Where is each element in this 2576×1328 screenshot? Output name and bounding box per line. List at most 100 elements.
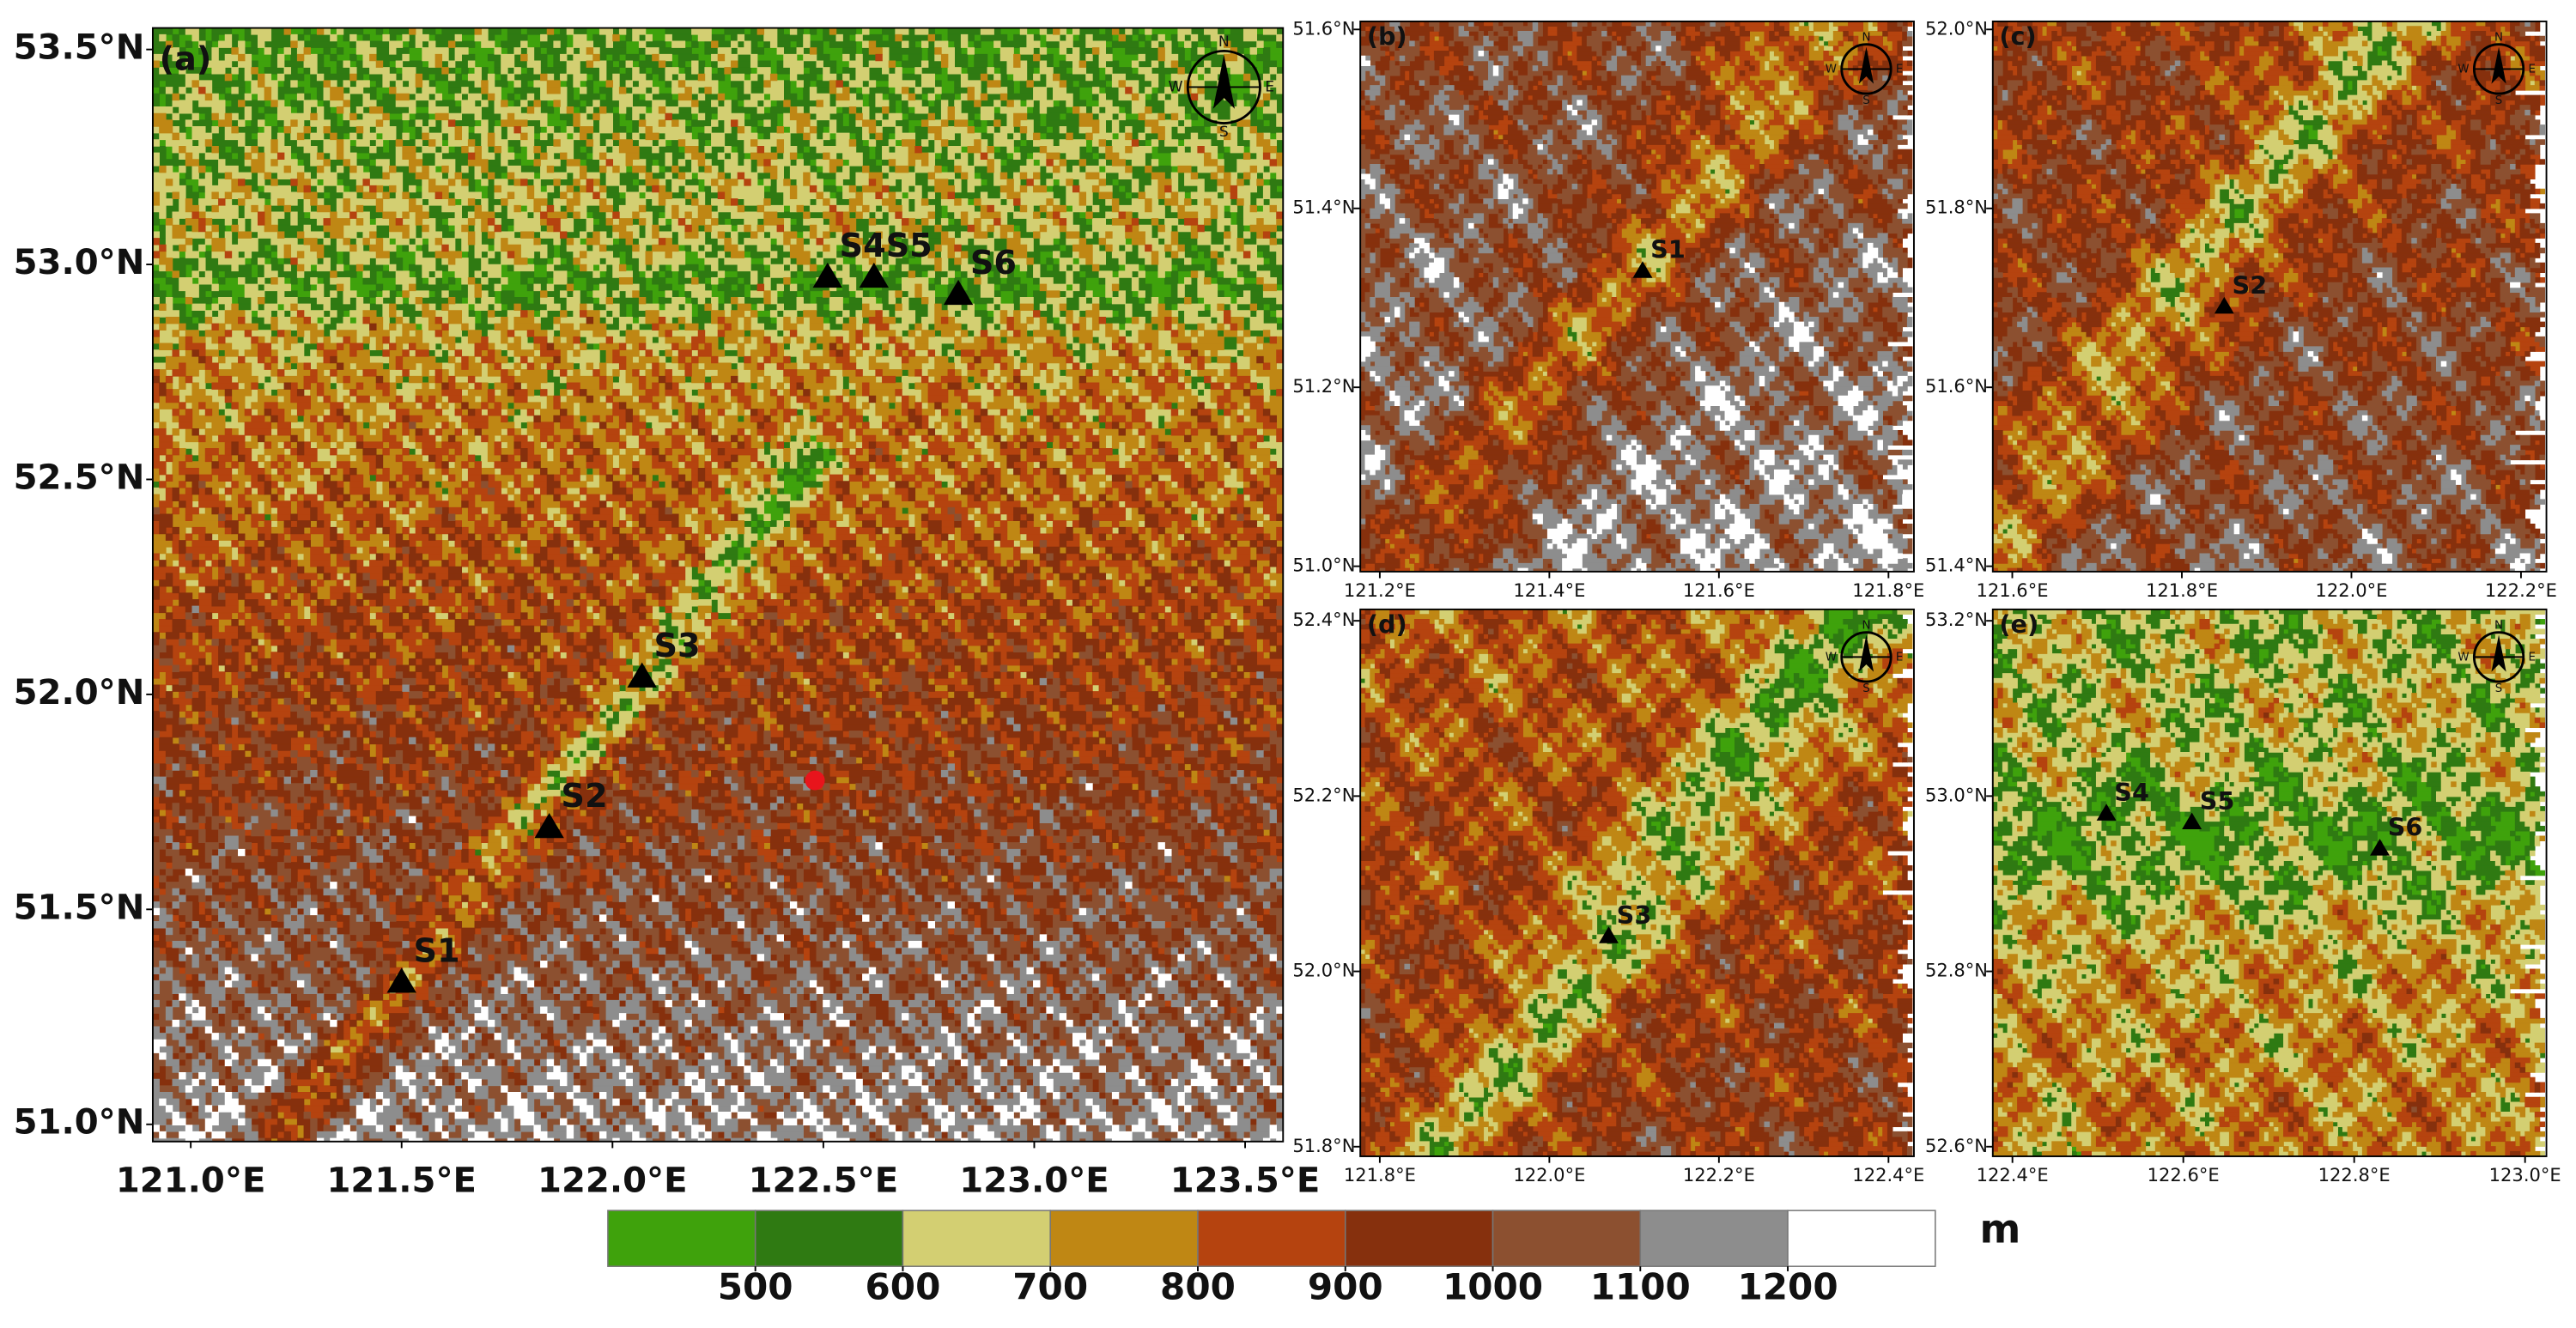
map-panel: (a) 121.0°E 121.5°E 122.0°E 122.5°E 123.0°E 12… — [14, 27, 1320, 1201]
colorbar-tick-label: 700 — [1012, 1265, 1088, 1307]
y-tick-label: 52.5°N — [14, 458, 145, 497]
elevation-zone — [152, 783, 1284, 1142]
y-tick-label: 52.0°N — [1292, 960, 1355, 981]
x-tick-label: 122.0°E — [538, 1161, 688, 1201]
compass-e: E — [1896, 651, 1903, 664]
compass-n: N — [2494, 620, 2503, 633]
compass-w: W — [1826, 63, 1837, 76]
x-tick-label: 122.4°E — [1977, 1164, 2049, 1185]
y-tick-label: 52.2°N — [1292, 784, 1355, 805]
panel-frame — [151, 27, 1285, 1143]
compass-n: N — [2494, 32, 2503, 45]
station-label: S3 — [653, 627, 700, 665]
colorbar-segment — [607, 1210, 756, 1267]
y-tick-label: 51.6°N — [1292, 17, 1355, 39]
x-tick-label: 122.0°E — [2315, 579, 2387, 601]
colorbar-segment — [1639, 1210, 1789, 1267]
colorbar-segment — [1197, 1210, 1346, 1267]
colorbar-segment — [1787, 1210, 1936, 1267]
x-tick-label: 121.4°E — [1513, 579, 1585, 601]
panel-label: (e) — [1999, 609, 2038, 639]
compass: N S W E — [1826, 620, 1904, 695]
panel-frame — [1991, 20, 2548, 573]
x-tick-label: 122.2°E — [2485, 579, 2557, 601]
colorbar-segment — [1344, 1210, 1494, 1267]
x-tick-label: 123.0°E — [959, 1161, 1109, 1201]
compass-e: E — [1896, 63, 1903, 76]
terrain — [1992, 21, 2546, 572]
station-marker — [1632, 261, 1653, 278]
elevation-zone — [1360, 801, 1908, 1157]
site-point — [805, 770, 825, 791]
compass-w: W — [1169, 78, 1183, 95]
colorbar-segment — [1049, 1210, 1199, 1267]
compass-arrow — [1858, 46, 1874, 84]
x-tick-label: 121.0°E — [116, 1161, 266, 1201]
compass-n: N — [1218, 33, 1230, 51]
terrain — [152, 27, 1284, 1142]
compass-e: E — [2529, 63, 2536, 76]
panel-frame — [1359, 20, 1915, 573]
panel-frame — [1991, 608, 2548, 1157]
compass: N S W E — [1169, 33, 1275, 141]
station-label: S6 — [970, 244, 1017, 282]
station-marker — [2096, 803, 2117, 821]
colorbar-segment — [1492, 1210, 1642, 1267]
terrain — [1360, 609, 1913, 1157]
station-label: S4 — [840, 227, 886, 265]
compass-w: W — [1826, 651, 1837, 664]
x-tick-label: 121.6°E — [1976, 579, 2048, 601]
x-tick-label: 122.0°E — [1513, 1164, 1585, 1185]
y-tick-label: 52.4°N — [1292, 609, 1355, 630]
map-panel: (e) 122.4°E 122.6°E 122.8°E 123.0°E 52.6°N 52.… — [1925, 608, 2561, 1185]
station-label: S2 — [561, 777, 607, 816]
y-tick-label: 53.2°N — [1925, 609, 1988, 630]
compass-s: S — [1219, 124, 1229, 141]
compass: N S W E — [2458, 620, 2536, 695]
colorbar-segment — [902, 1210, 1051, 1267]
compass-s: S — [2495, 94, 2502, 107]
x-tick-label: 122.2°E — [1683, 1164, 1755, 1185]
y-tick-label: 51.5°N — [14, 888, 145, 927]
panel-frame — [1359, 608, 1915, 1157]
y-tick-label: 52.0°N — [1925, 17, 1988, 39]
station-marker — [2370, 839, 2391, 856]
compass-e: E — [1265, 78, 1274, 95]
compass: N S W E — [2458, 32, 2536, 107]
y-tick-label: 51.8°N — [1925, 197, 1988, 218]
map-panel: (c) 121.6°E 121.8°E 122.0°E 122.2°E 51.4°N 51.… — [1925, 17, 2557, 601]
x-tick-label: 122.4°E — [1852, 1164, 1924, 1185]
x-tick-label: 122.6°E — [2148, 1164, 2220, 1185]
x-tick-label: 121.8°E — [1852, 579, 1924, 601]
station-label: S5 — [2200, 786, 2235, 816]
x-tick-label: 121.6°E — [1683, 579, 1755, 601]
colorbar: m 500 600 700 800 900 1000 1100 1200 — [607, 1206, 2020, 1307]
station-marker — [859, 262, 890, 288]
colorbar-tick-label: 500 — [718, 1265, 793, 1307]
terrain — [1992, 609, 2546, 1157]
station-label: S6 — [2388, 813, 2423, 842]
elevation-zone — [1992, 713, 2541, 1157]
station-marker — [943, 279, 974, 306]
compass-e: E — [2529, 651, 2536, 664]
compass-n: N — [1862, 620, 1870, 633]
compass: N S W E — [1826, 32, 1904, 107]
station-label: S5 — [886, 227, 933, 265]
y-tick-label: 51.6°N — [1925, 375, 1988, 397]
compass-s: S — [1862, 94, 1869, 107]
station-marker — [2214, 296, 2234, 314]
station-marker — [2182, 812, 2202, 830]
x-tick-label: 121.2°E — [1344, 579, 1416, 601]
terrain — [1360, 21, 1913, 572]
x-tick-label: 121.8°E — [2146, 579, 2218, 601]
elevation-zone — [2111, 272, 2546, 572]
colorbar-segment — [754, 1210, 904, 1267]
compass-s: S — [2495, 682, 2502, 695]
panel-label: (b) — [1367, 21, 1407, 51]
station-label: S3 — [1617, 900, 1652, 930]
station-marker — [1599, 926, 1619, 943]
compass-arrow — [2491, 46, 2506, 84]
station-label: S2 — [2233, 270, 2268, 300]
panel-label: (c) — [1999, 21, 2036, 51]
y-tick-label: 52.6°N — [1925, 1135, 1988, 1156]
